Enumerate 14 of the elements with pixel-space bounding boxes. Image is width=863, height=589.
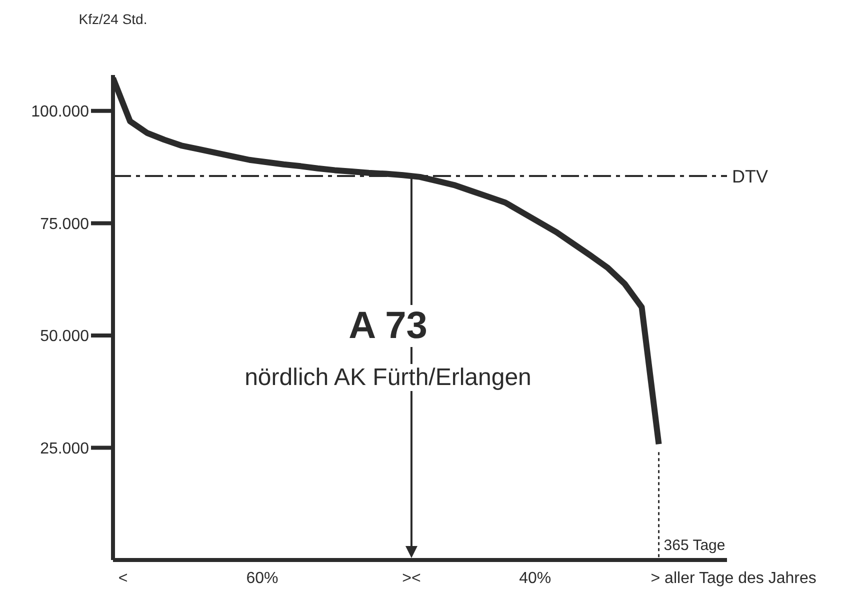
text: > aller Tage des Jahres	[650, 570, 816, 587]
annotation: 365 Tage	[664, 537, 726, 554]
text: 60%	[246, 570, 278, 587]
y-tick-label: 25.000	[40, 440, 90, 458]
annotation: nördlich AK Fürth/Erlangen	[240, 364, 536, 391]
text: <	[118, 570, 128, 587]
annotation: A 73	[344, 305, 432, 347]
y-tick-label: 75.000	[40, 216, 90, 233]
y-tick-label: 50.000	[40, 328, 90, 346]
y-tick-label: 100.000	[31, 104, 90, 121]
text: 40%	[519, 570, 552, 587]
text: ><	[402, 570, 421, 587]
y-axis-title: Kfz/24 Std.	[78, 11, 148, 27]
ref-line-label: DTV	[732, 166, 768, 186]
